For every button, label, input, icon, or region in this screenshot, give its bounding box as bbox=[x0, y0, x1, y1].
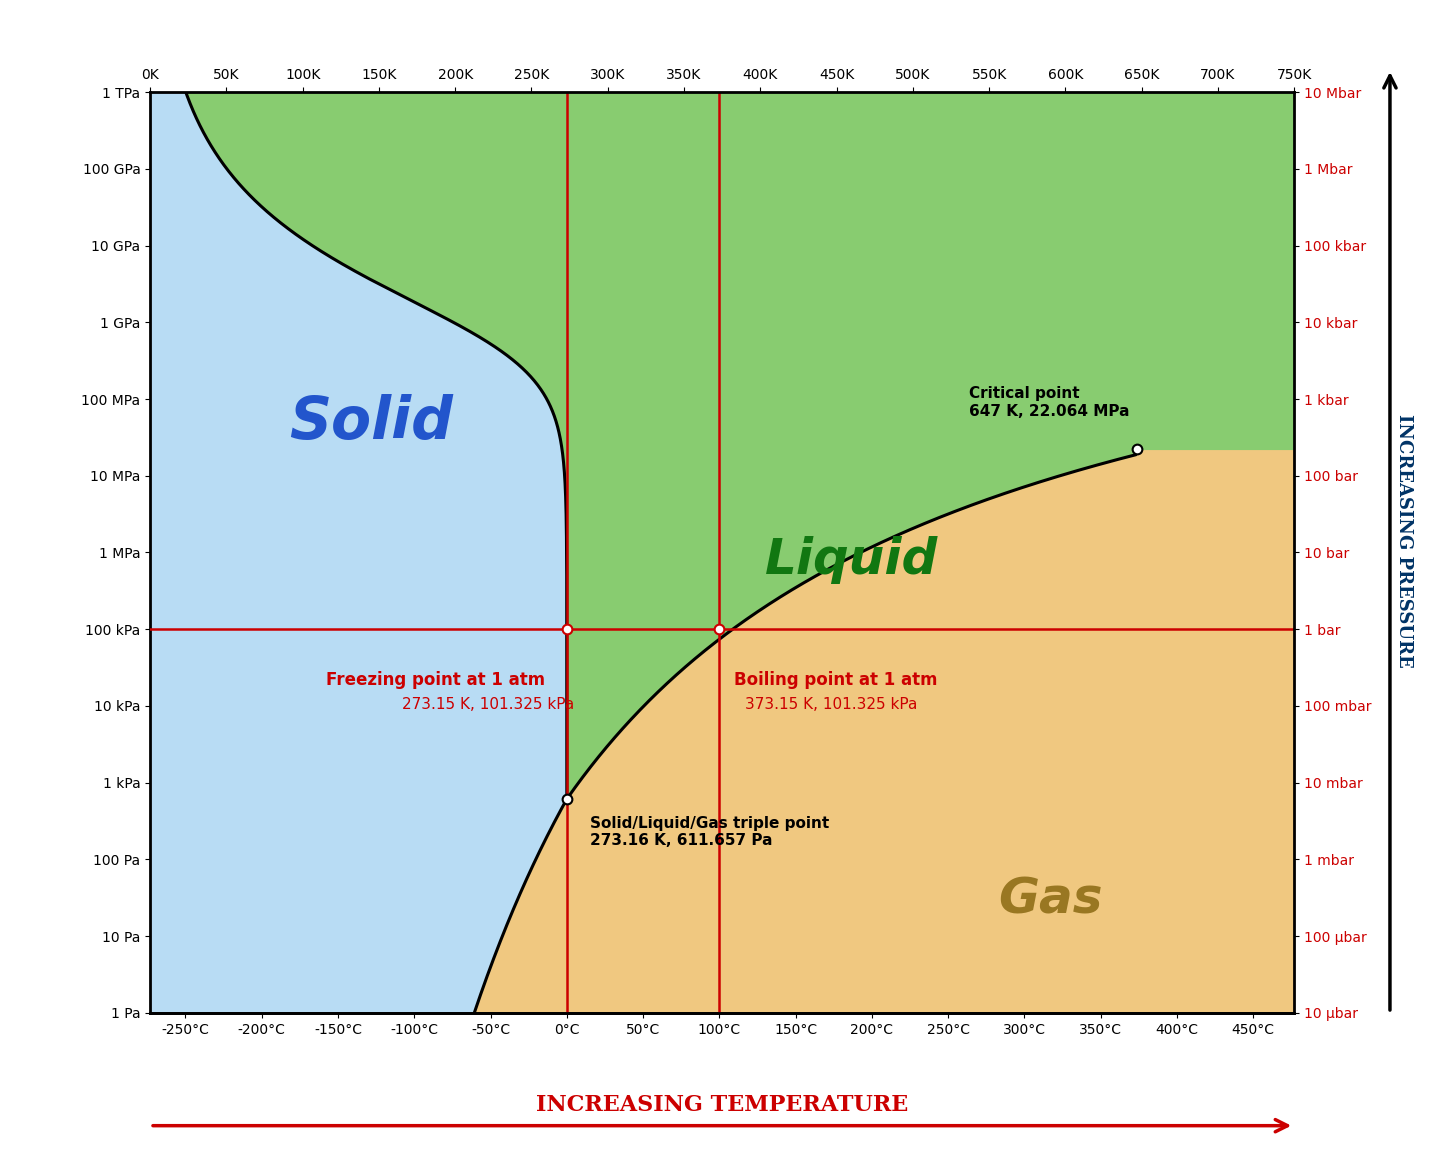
Text: Liquid: Liquid bbox=[765, 536, 938, 584]
Text: INCREASING PRESSURE: INCREASING PRESSURE bbox=[1396, 414, 1413, 668]
Text: Critical point
647 K, 22.064 MPa: Critical point 647 K, 22.064 MPa bbox=[970, 387, 1130, 419]
Text: Solid: Solid bbox=[289, 394, 453, 450]
Text: Boiling point at 1 atm: Boiling point at 1 atm bbox=[735, 671, 938, 689]
Text: INCREASING TEMPERATURE: INCREASING TEMPERATURE bbox=[536, 1093, 908, 1116]
Text: 273.15 K, 101.325 kPa: 273.15 K, 101.325 kPa bbox=[402, 696, 573, 711]
Text: Freezing point at 1 atm: Freezing point at 1 atm bbox=[326, 671, 545, 689]
Polygon shape bbox=[150, 92, 566, 1151]
Polygon shape bbox=[186, 92, 1294, 799]
Text: Solid/Liquid/Gas triple point
273.16 K, 611.657 Pa: Solid/Liquid/Gas triple point 273.16 K, … bbox=[589, 816, 829, 848]
Text: Gas: Gas bbox=[998, 876, 1103, 923]
Text: 373.15 K, 101.325 kPa: 373.15 K, 101.325 kPa bbox=[745, 696, 918, 711]
